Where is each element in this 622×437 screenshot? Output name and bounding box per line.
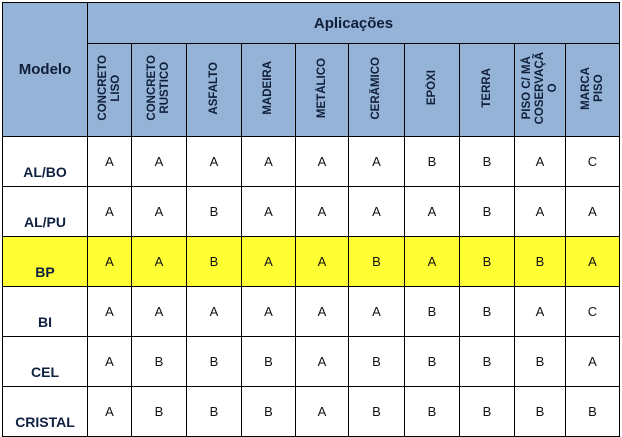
table-row: CRISTAL A B B B A B B B B B — [2, 386, 620, 437]
table-cell: B — [186, 186, 242, 237]
table-cell: A — [348, 186, 405, 237]
table-cell: A — [565, 236, 620, 287]
table-cell: A — [186, 136, 242, 187]
table-cell: A — [241, 236, 296, 287]
table-cell: A — [241, 286, 296, 337]
table-cell: A — [295, 186, 349, 237]
aplicacoes-header: Aplicações — [87, 2, 620, 44]
header-row-top: Modelo Aplicações — [2, 2, 620, 137]
table-cell: A — [131, 136, 187, 187]
column-header: EPÓXI — [404, 43, 460, 137]
column-header: ASFALTO — [186, 43, 242, 137]
table-row: AL/BO A A A A A A B B A C — [2, 136, 620, 187]
table-cell: A — [404, 236, 460, 287]
header-row-columns: CONCRETO LISO CONCRETO RUSTICO ASFALTO M… — [3, 43, 620, 137]
column-header: METÁLICO — [295, 43, 349, 137]
column-header: CONCRETO LISO — [87, 43, 132, 137]
table-cell: B — [565, 386, 620, 437]
table-cell: B — [348, 386, 405, 437]
column-header: CERÂMICO — [348, 43, 405, 137]
table-cell: A — [514, 286, 566, 337]
model-label: BP — [2, 236, 88, 287]
table-cell: B — [459, 236, 515, 287]
table-cell: A — [348, 286, 405, 337]
table-cell: B — [459, 336, 515, 387]
table-cell: A — [295, 286, 349, 337]
column-header: MARCA PISO — [565, 43, 620, 137]
table-cell: B — [459, 186, 515, 237]
column-header: TERRA — [459, 43, 515, 137]
table-cell: B — [404, 386, 460, 437]
table-cell: B — [514, 236, 566, 287]
table-cell: B — [514, 336, 566, 387]
table-cell: B — [459, 286, 515, 337]
table-cell: B — [186, 336, 242, 387]
table-cell: B — [131, 336, 187, 387]
table-cell: A — [131, 286, 187, 337]
table-cell: A — [295, 236, 349, 287]
table-cell: A — [87, 386, 132, 437]
table-cell: B — [241, 386, 296, 437]
table-cell: A — [295, 336, 349, 387]
modelo-header: Modelo — [2, 2, 88, 137]
table-cell: A — [295, 136, 349, 187]
table-cell: C — [565, 286, 620, 337]
table-cell: A — [565, 336, 620, 387]
table-cell: B — [404, 136, 460, 187]
table-row: AL/PU A A B A A A A B A A — [2, 186, 620, 237]
column-header: CONCRETO RUSTICO — [131, 43, 187, 137]
table-cell: A — [404, 186, 460, 237]
table-cell: B — [404, 336, 460, 387]
table-row-highlighted: BP A A B A A B A B B A — [2, 236, 620, 287]
table-cell: B — [186, 236, 242, 287]
table-cell: C — [565, 136, 620, 187]
table-cell: A — [241, 136, 296, 187]
table-cell: A — [186, 286, 242, 337]
table-cell: A — [295, 386, 349, 437]
column-header: MADEIRA — [241, 43, 296, 137]
table-cell: B — [404, 286, 460, 337]
table-cell: A — [87, 286, 132, 337]
model-label: AL/BO — [2, 136, 88, 187]
table-cell: A — [131, 186, 187, 237]
table-cell: A — [348, 136, 405, 187]
table-cell: A — [565, 186, 620, 237]
table-cell: A — [514, 186, 566, 237]
table-cell: A — [241, 186, 296, 237]
table-cell: B — [241, 336, 296, 387]
table-row: BI A A A A A A B B A C — [2, 286, 620, 337]
table-cell: A — [87, 336, 132, 387]
table-cell: A — [514, 136, 566, 187]
model-label: AL/PU — [2, 186, 88, 237]
table-cell: B — [186, 386, 242, 437]
table-cell: B — [348, 336, 405, 387]
table-cell: A — [87, 186, 132, 237]
model-label: CEL — [2, 336, 88, 387]
table-cell: A — [87, 136, 132, 187]
table-cell: B — [131, 386, 187, 437]
column-header: PISO C/ MÁ COSERVAÇÃ O — [514, 43, 566, 137]
table-cell: A — [87, 236, 132, 287]
table-cell: B — [459, 136, 515, 187]
table-cell: A — [131, 236, 187, 287]
model-label: BI — [2, 286, 88, 337]
table-cell: B — [348, 236, 405, 287]
model-label: CRISTAL — [2, 386, 88, 437]
table-row: CEL A B B B A B B B B A — [2, 336, 620, 387]
table-cell: B — [459, 386, 515, 437]
table-cell: B — [514, 386, 566, 437]
